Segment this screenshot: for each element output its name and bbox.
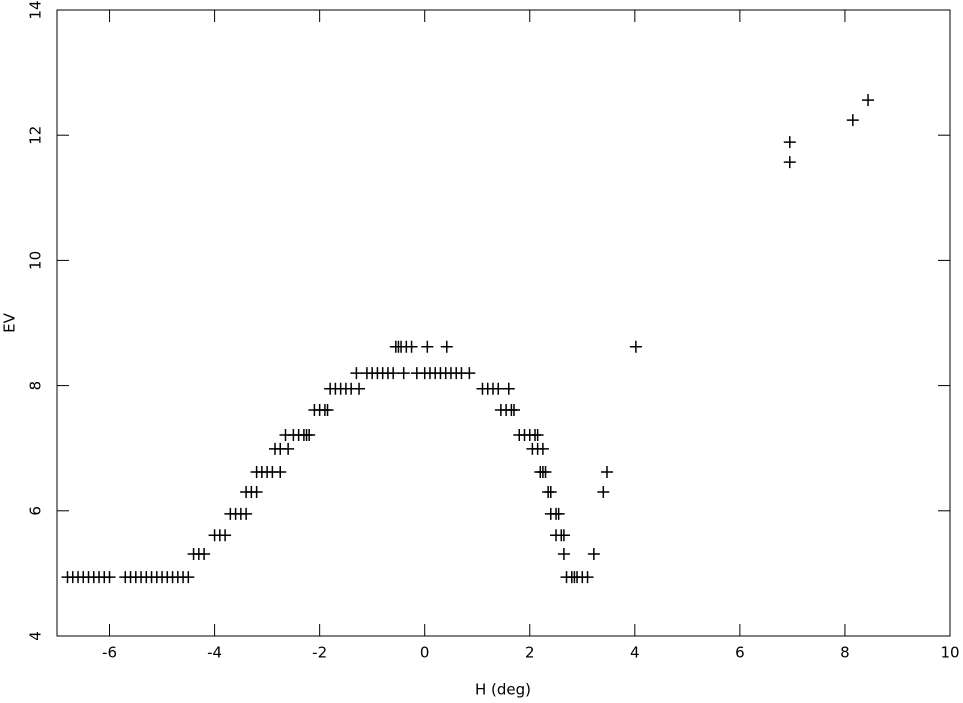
plot-frame bbox=[56, 9, 951, 637]
x-tick-label: 4 bbox=[630, 644, 640, 662]
x-tick-label: -4 bbox=[207, 644, 222, 662]
y-tick-label: 6 bbox=[27, 506, 45, 516]
x-tick-label: 6 bbox=[735, 644, 745, 662]
point bbox=[282, 442, 295, 455]
point bbox=[182, 571, 195, 584]
point bbox=[198, 547, 211, 560]
point bbox=[463, 367, 476, 380]
point bbox=[629, 340, 642, 353]
y-tick-label: 4 bbox=[27, 631, 45, 641]
point bbox=[587, 547, 600, 560]
point bbox=[421, 340, 434, 353]
point bbox=[862, 94, 875, 107]
point bbox=[303, 429, 316, 442]
x-tick-label: 0 bbox=[420, 644, 430, 662]
point bbox=[440, 340, 453, 353]
point bbox=[350, 367, 363, 380]
y-tick-label: 10 bbox=[27, 251, 45, 270]
y-tick-label: 8 bbox=[27, 381, 45, 391]
x-tick-label: 8 bbox=[840, 644, 850, 662]
x-tick-label: 10 bbox=[940, 644, 959, 662]
y-tick-label: 14 bbox=[27, 0, 45, 19]
point bbox=[492, 382, 505, 395]
point bbox=[274, 465, 287, 478]
point bbox=[353, 382, 366, 395]
point bbox=[552, 507, 565, 520]
point bbox=[531, 429, 544, 442]
x-tick-label: -6 bbox=[102, 644, 117, 662]
point bbox=[557, 529, 570, 542]
x-tick-label: -2 bbox=[312, 644, 327, 662]
point bbox=[783, 156, 796, 169]
point bbox=[783, 136, 796, 149]
point bbox=[103, 571, 116, 584]
point bbox=[405, 340, 418, 353]
x-tick-label: 2 bbox=[525, 644, 535, 662]
point bbox=[600, 465, 613, 478]
point bbox=[557, 547, 570, 560]
point bbox=[397, 367, 410, 380]
point bbox=[219, 529, 232, 542]
y-tick-label: 12 bbox=[27, 126, 45, 145]
point bbox=[597, 486, 610, 499]
point bbox=[539, 465, 552, 478]
point bbox=[536, 442, 549, 455]
point bbox=[250, 486, 263, 499]
point bbox=[508, 404, 521, 417]
point bbox=[387, 367, 400, 380]
x-axis-label: H (deg) bbox=[475, 681, 531, 699]
point bbox=[321, 404, 334, 417]
point bbox=[581, 571, 594, 584]
point bbox=[544, 486, 557, 499]
point bbox=[502, 382, 515, 395]
point bbox=[846, 114, 859, 127]
point bbox=[240, 507, 253, 520]
y-axis-label: EV bbox=[1, 312, 19, 332]
